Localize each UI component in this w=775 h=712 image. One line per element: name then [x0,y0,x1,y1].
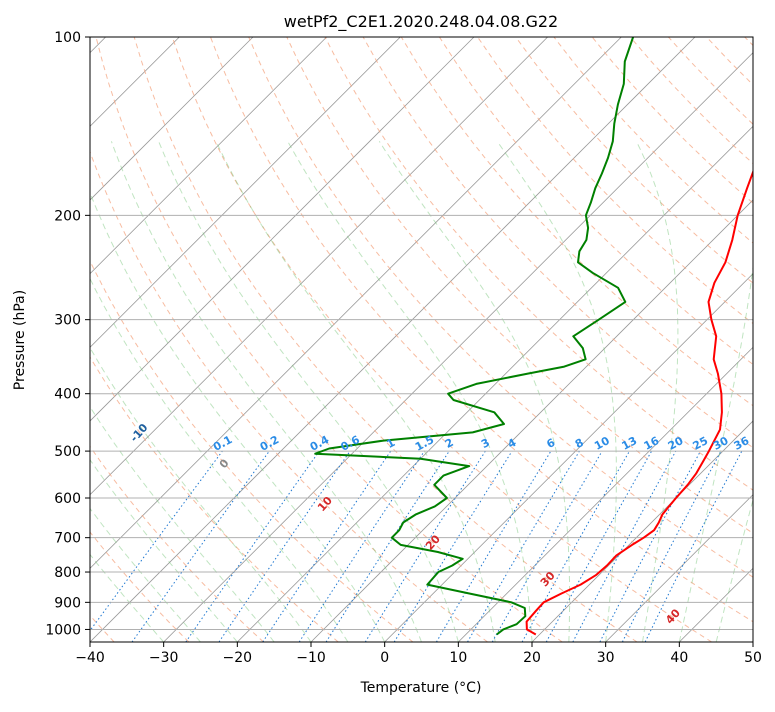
y-tick-label: 600 [54,491,81,507]
mixing-ratio-label: 36 [732,434,752,453]
y-axis-label: Pressure (hPa) [12,290,28,390]
mixing-ratio-label: 20 [666,434,686,453]
mixing-ratio-label: 30 [711,434,731,453]
mixing-ratio-label: 13 [620,434,640,453]
x-tick-label: 30 [597,650,615,666]
x-tick-label: 0 [380,650,389,666]
x-tick-label: 40 [670,650,688,666]
mixing-ratio-line [600,451,701,642]
x-tick-label: −30 [149,650,179,666]
y-tick-label: 1000 [45,622,81,638]
mixing-ratio-label: 3 [479,436,492,451]
dry-adiabat-line [516,37,775,642]
x-tick-label: 20 [523,650,541,666]
isotherm-line [458,37,775,642]
mixing-ratio-line [468,451,580,642]
isotherm-line [0,37,327,642]
x-tick-label: −40 [75,650,105,666]
y-axis: 100 200 300 400 500 600 700 800 900 1000 [45,30,90,638]
y-tick-label: 700 [54,531,81,547]
y-tick-label: 900 [54,595,81,611]
dry-adiabat-line [0,37,189,642]
y-tick-label: 800 [54,565,81,581]
mixing-ratio-label: 8 [573,436,586,451]
dry-adiabat-line [0,37,338,642]
x-tick-label: 50 [744,650,762,666]
isotherm-line [90,37,695,642]
background-lines [0,37,775,642]
dry-adiabat-line [20,37,413,642]
isotherm-line [0,37,474,642]
line-labels: -100-90-80-70-60-50-40-30-20-10010203040… [0,44,752,626]
dry-adiabat-line [554,37,775,642]
x-tick-label: −20 [223,650,253,666]
dry-adiabat-label: -10 [128,421,151,445]
temperature-profile [527,37,775,635]
mixing-ratio-line [522,451,629,642]
isotherm-line [311,37,775,642]
mixing-ratio-line [82,451,223,642]
moist-adiabat-line [379,141,569,642]
y-tick-label: 400 [54,387,81,403]
chart-title: wetPf2_C2E1.2020.248.04.08.G22 [284,12,558,32]
dry-adiabat-label: 10 [315,494,335,514]
mixing-ratio-label: 4 [506,436,519,451]
mixing-ratio-label: 1 [384,436,397,451]
moist-adiabat-line [679,141,760,642]
dry-adiabat-line [745,37,775,642]
mixing-ratio-line [573,451,676,642]
y-tick-label: 500 [54,444,81,460]
y-tick-label: 100 [54,30,81,46]
moist-adiabat-line [0,141,164,642]
y-tick-label: 200 [54,208,81,224]
dry-adiabat-line [592,37,775,642]
moist-adiabat-line [288,141,532,642]
x-axis: −40 −30 −20 −10 0 10 20 30 40 50 [75,642,762,666]
plot-frame [90,37,753,642]
dry-adiabat-label: 40 [663,606,683,626]
mixing-ratio-label: 10 [592,434,612,453]
moist-adiabat-line [636,141,678,642]
dry-adiabat-line [134,37,637,642]
dry-adiabat-line [0,37,264,642]
dry-adiabat-line [58,37,488,642]
mixing-ratio-label: 25 [691,434,711,453]
isotherm-line [0,37,548,642]
isotherm-line [16,37,621,642]
moist-adiabat-line [716,141,775,642]
isotherm-line [0,37,253,642]
y-tick-label: 300 [54,313,81,329]
x-tick-label: 10 [449,650,467,666]
x-axis-label: Temperature (°C) [360,680,482,696]
mixing-ratio-label: 16 [642,434,662,453]
isotherm-line [237,37,775,642]
moist-adiabat-line [7,141,311,642]
moist-adiabat-line [159,141,459,642]
isotherm-line [0,37,400,642]
mixing-ratio-line [263,451,391,642]
x-tick-label: −10 [296,650,326,666]
dry-adiabat-line [668,37,775,642]
isotherm-line [753,37,775,642]
isotherm-line [679,37,775,642]
mixing-ratio-label: 2 [443,436,456,451]
